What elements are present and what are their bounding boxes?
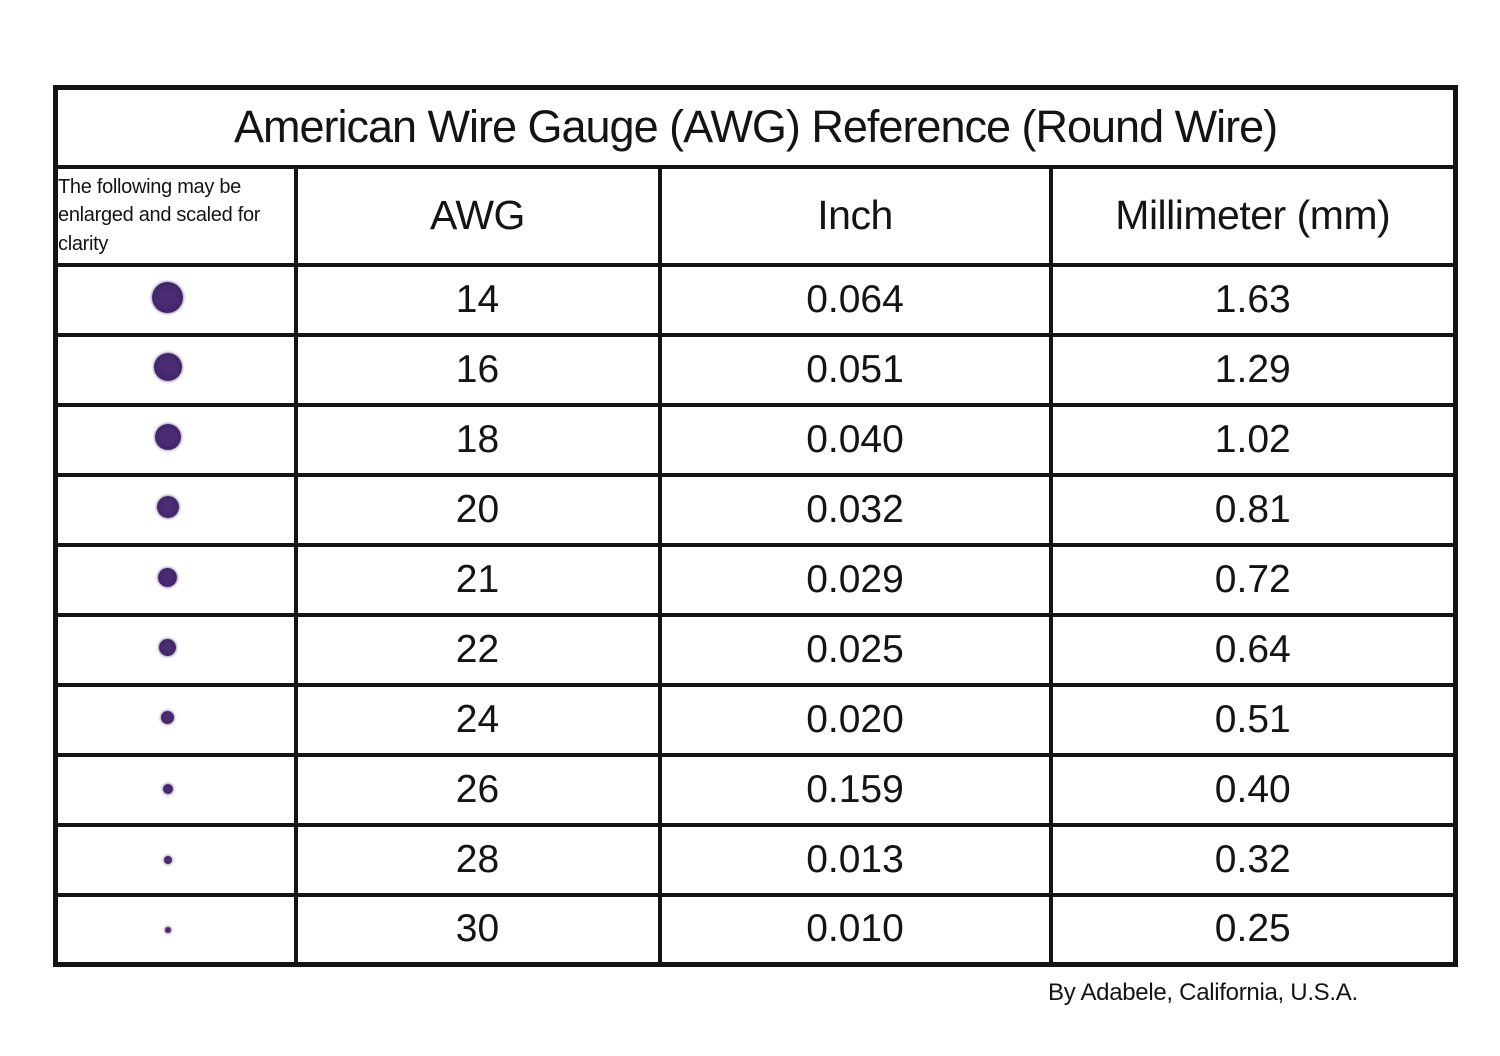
table-row: 20 0.032 0.81 xyxy=(53,472,1458,547)
awg-value-cell: 16 xyxy=(293,332,662,407)
attribution: By Adabele, California, U.S.A. xyxy=(1048,979,1358,1006)
awg-value-cell: 24 xyxy=(293,682,662,757)
wire-dot xyxy=(153,353,182,381)
table-row: 16 0.051 1.29 xyxy=(53,332,1458,407)
awg-value-cell: 28 xyxy=(293,822,662,897)
wire-dot xyxy=(164,927,171,934)
wire-dot xyxy=(161,710,175,724)
awg-value-cell: 21 xyxy=(293,542,662,617)
mm-value-cell: 0.32 xyxy=(1048,822,1458,897)
wire-dot xyxy=(162,783,173,794)
awg-value-cell: 18 xyxy=(293,402,662,477)
wire-size-dot-cell xyxy=(53,402,298,477)
wire-size-dot-cell xyxy=(53,892,298,967)
mm-value-cell: 1.63 xyxy=(1048,262,1458,337)
wire-dot xyxy=(156,496,179,518)
wire-size-dot-cell xyxy=(53,332,298,407)
wire-size-dot-cell xyxy=(53,542,298,617)
col-header-mm: Millimeter (mm) xyxy=(1048,164,1458,267)
table-row: 24 0.020 0.51 xyxy=(53,682,1458,757)
inch-value-cell: 0.040 xyxy=(657,402,1053,477)
inch-value-cell: 0.029 xyxy=(657,542,1053,617)
dot-underline xyxy=(120,335,216,337)
dot-underline xyxy=(120,265,216,267)
col-header-inch: Inch xyxy=(657,164,1053,267)
col-header-awg: AWG xyxy=(293,164,662,267)
table-row: 14 0.064 1.63 xyxy=(53,262,1458,337)
awg-reference-table: American Wire Gauge (AWG) Reference (Rou… xyxy=(53,85,1459,967)
table-row: 26 0.159 0.40 xyxy=(53,752,1458,827)
wire-size-dot-cell xyxy=(53,472,298,547)
inch-value-cell: 0.010 xyxy=(657,892,1053,967)
inch-value-cell: 0.025 xyxy=(657,612,1053,687)
table-title: American Wire Gauge (AWG) Reference (Rou… xyxy=(53,85,1458,169)
dot-underline xyxy=(120,895,216,897)
wire-size-dot-cell xyxy=(53,822,298,897)
mm-value-cell: 1.02 xyxy=(1048,402,1458,477)
mm-value-cell: 0.51 xyxy=(1048,682,1458,757)
mm-value-cell: 1.29 xyxy=(1048,332,1458,407)
dot-underline xyxy=(120,475,216,477)
awg-value-cell: 14 xyxy=(293,262,662,337)
dot-underline xyxy=(120,825,216,827)
inch-value-cell: 0.064 xyxy=(657,262,1053,337)
title-row: American Wire Gauge (AWG) Reference (Rou… xyxy=(53,85,1458,169)
awg-value-cell: 26 xyxy=(293,752,662,827)
wire-dot xyxy=(158,567,178,587)
wire-dot xyxy=(154,424,181,450)
mm-value-cell: 0.72 xyxy=(1048,542,1458,617)
wire-dot xyxy=(152,281,184,313)
inch-value-cell: 0.013 xyxy=(657,822,1053,897)
wire-dot xyxy=(159,638,177,656)
awg-value-cell: 30 xyxy=(293,892,662,967)
scale-note: The following may be enlarged and scaled… xyxy=(53,164,298,267)
dot-underline xyxy=(120,685,216,687)
dot-underline xyxy=(120,755,216,757)
mm-value-cell: 0.40 xyxy=(1048,752,1458,827)
inch-value-cell: 0.032 xyxy=(657,472,1053,547)
mm-value-cell: 0.81 xyxy=(1048,472,1458,547)
table-row: 30 0.010 0.25 xyxy=(53,892,1458,967)
inch-value-cell: 0.051 xyxy=(657,332,1053,407)
wire-dot xyxy=(163,855,172,864)
dot-underline xyxy=(120,615,216,617)
wire-size-dot-cell xyxy=(53,752,298,827)
table-row: 18 0.040 1.02 xyxy=(53,402,1458,477)
dot-underline xyxy=(120,405,216,407)
table-row: 28 0.013 0.32 xyxy=(53,822,1458,897)
wire-size-dot-cell xyxy=(53,612,298,687)
mm-value-cell: 0.25 xyxy=(1048,892,1458,967)
awg-value-cell: 22 xyxy=(293,612,662,687)
inch-value-cell: 0.159 xyxy=(657,752,1053,827)
dot-underline xyxy=(120,545,216,547)
table-row: 21 0.029 0.72 xyxy=(53,542,1458,617)
awg-value-cell: 20 xyxy=(293,472,662,547)
mm-value-cell: 0.64 xyxy=(1048,612,1458,687)
table-row: 22 0.025 0.64 xyxy=(53,612,1458,687)
header-row: The following may be enlarged and scaled… xyxy=(53,164,1458,267)
wire-size-dot-cell xyxy=(53,682,298,757)
wire-size-dot-cell xyxy=(53,262,298,337)
inch-value-cell: 0.020 xyxy=(657,682,1053,757)
